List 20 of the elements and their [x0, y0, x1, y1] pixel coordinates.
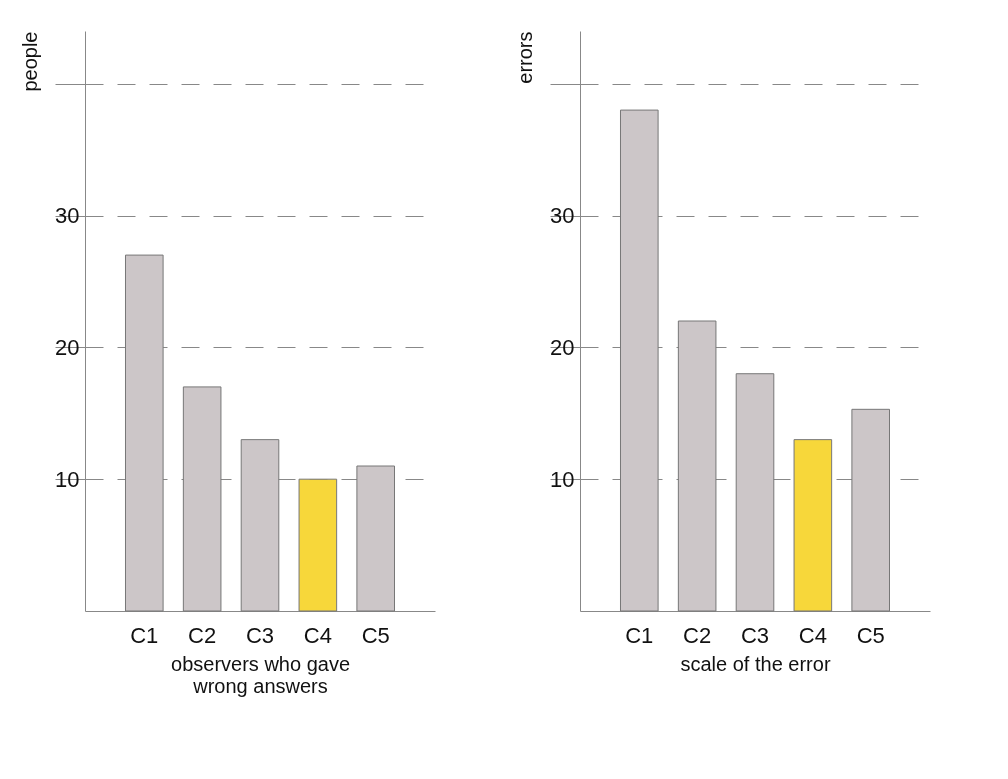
x-axis-title: scale of the error [680, 652, 831, 675]
x-tick-label: C5 [856, 622, 885, 648]
y-tick-label: 10 [550, 466, 575, 492]
x-tick-label: C1 [130, 622, 159, 648]
y-tick-label: 20 [55, 334, 80, 360]
x-tick-label: C2 [188, 622, 217, 648]
y-tick-label: 20 [550, 334, 575, 360]
x-tick-label: C2 [683, 622, 712, 648]
x-tick-label: C4 [303, 622, 332, 648]
x-tick-label: C3 [740, 622, 770, 648]
x-tick-label: C4 [798, 622, 827, 648]
x-tick-label: C1 [625, 622, 654, 648]
x-axis-title: observers who gave wrong answers [171, 652, 350, 697]
y-axis-title: errors [514, 31, 536, 84]
x-tick-label: C5 [361, 622, 390, 648]
y-tick-label: 30 [550, 203, 575, 229]
y-axis-title: people [19, 31, 41, 92]
y-tick-label: 10 [55, 466, 80, 492]
y-tick-label: 30 [55, 203, 80, 229]
x-tick-label: C3 [245, 622, 275, 648]
